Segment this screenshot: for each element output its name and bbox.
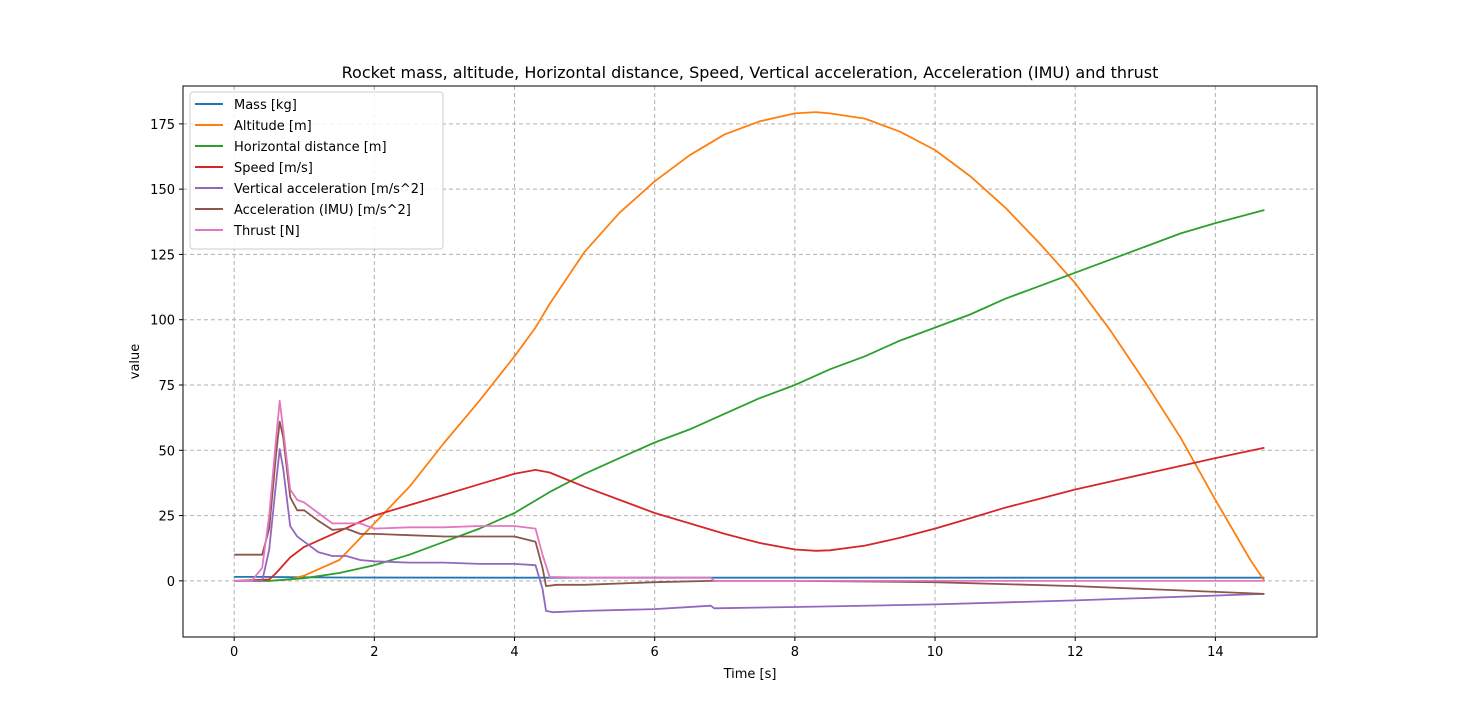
legend-label: Altitude [m] xyxy=(234,119,312,134)
axis-ticks: 0 2 4 6 8 10 12 14 0 25 50 75 100 125 150 175 xyxy=(150,118,1223,660)
y-tick-label: 100 xyxy=(150,314,175,329)
legend-label: Thrust [N] xyxy=(233,224,300,239)
legend-box xyxy=(189,91,444,250)
y-axis-label: value xyxy=(128,344,143,380)
y-tick-label: 150 xyxy=(150,183,175,198)
series-line-acceleration-imu-m-s-2 xyxy=(234,420,1265,595)
legend: Mass [kg] Altitude [m] Horizontal distance… xyxy=(189,91,444,250)
legend-label: Vertical acceleration [m/s^2] xyxy=(234,182,424,197)
x-tick-label: 14 xyxy=(1207,645,1224,660)
y-tick-label: 0 xyxy=(167,575,175,590)
legend-label: Acceleration (IMU) [m/s^2] xyxy=(234,203,411,218)
x-tick-label: 8 xyxy=(791,645,799,660)
legend-label: Horizontal distance [m] xyxy=(234,140,387,155)
x-tick-label: 4 xyxy=(510,645,518,660)
plot-frame xyxy=(182,85,1318,638)
chart-title: Rocket mass, altitude, Horizontal distan… xyxy=(342,63,1159,82)
series-line-altitude-m xyxy=(234,111,1266,582)
y-tick-label: 25 xyxy=(158,510,175,525)
x-tick-label: 6 xyxy=(651,645,659,660)
y-tick-label: 75 xyxy=(158,379,175,394)
x-axis-label: Time [s] xyxy=(723,667,777,682)
series-line-thrust-n xyxy=(234,399,1265,582)
x-tick-label: 12 xyxy=(1067,645,1084,660)
x-tick-label: 10 xyxy=(927,645,944,660)
y-tick-label: 125 xyxy=(150,248,175,263)
x-tick-label: 2 xyxy=(370,645,378,660)
legend-label: Mass [kg] xyxy=(234,98,297,113)
series-line-horizontal-distance-m xyxy=(234,209,1265,582)
series-line-mass-kg xyxy=(234,576,1265,579)
legend-label: Speed [m/s] xyxy=(234,161,313,176)
y-tick-label: 50 xyxy=(158,444,175,459)
x-tick-label: 0 xyxy=(230,645,238,660)
series-lines xyxy=(234,111,1266,614)
grid xyxy=(183,86,1317,637)
series-line-vertical-acceleration-m-s-2 xyxy=(234,448,1265,614)
y-tick-label: 175 xyxy=(150,118,175,133)
